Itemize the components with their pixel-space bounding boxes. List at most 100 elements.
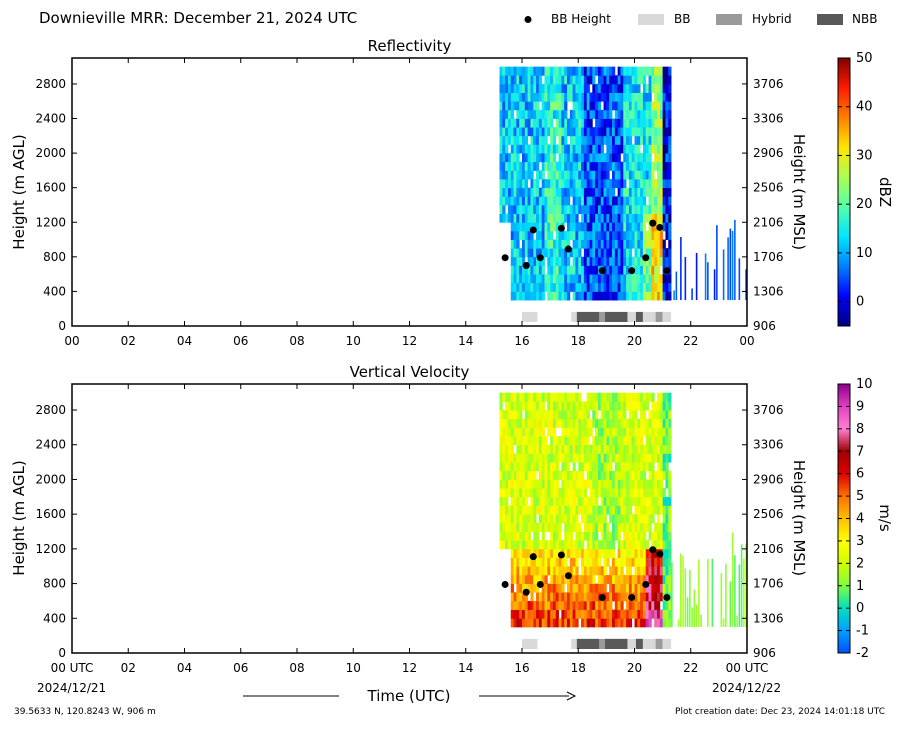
reflectivity-field-streak bbox=[695, 252, 698, 301]
velocity-field-cell bbox=[513, 566, 517, 576]
velocity-field-cell bbox=[648, 470, 652, 480]
velocity-colorbar-tick-label: 6 bbox=[856, 467, 864, 482]
reflectivity-field-cell bbox=[668, 144, 672, 154]
reflectivity-field-cell bbox=[510, 282, 514, 292]
reflectivity-field-cell bbox=[544, 282, 548, 292]
reflectivity-field-cell bbox=[589, 179, 593, 189]
reflectivity-field-cell bbox=[648, 222, 652, 232]
velocity-field-cell bbox=[603, 618, 607, 628]
reflectivity-field-cell bbox=[524, 135, 529, 145]
velocity-field-cell bbox=[651, 470, 655, 480]
velocity-field-cell bbox=[665, 453, 669, 463]
reflectivity-field-cell bbox=[592, 75, 596, 85]
reflectivity-field-cell bbox=[510, 66, 514, 76]
reflectivity-field-cell bbox=[586, 230, 590, 240]
velocity-field-cell bbox=[550, 531, 554, 541]
velocity-field-cell bbox=[659, 566, 664, 576]
reflectivity-field-cell bbox=[510, 92, 514, 102]
velocity-field-cell bbox=[522, 462, 526, 472]
velocity-field-cell bbox=[614, 505, 619, 515]
velocity-field-cell bbox=[614, 479, 619, 489]
velocity-field-cell bbox=[569, 453, 574, 463]
reflectivity-field-cell bbox=[592, 230, 596, 240]
velocity-field-cell bbox=[592, 574, 596, 584]
velocity-field-cell bbox=[507, 514, 512, 524]
velocity-field-cell bbox=[569, 531, 574, 541]
reflectivity-field-cell bbox=[510, 204, 514, 215]
reflectivity-field-cell bbox=[617, 291, 621, 301]
velocity-field-cell bbox=[614, 566, 619, 576]
velocity-field-cell bbox=[538, 410, 543, 420]
velocity-field-cell bbox=[640, 418, 644, 428]
velocity-field-cell bbox=[499, 392, 503, 402]
velocity-field-cell bbox=[597, 514, 602, 524]
velocity-field-cell bbox=[592, 418, 596, 428]
velocity-field-cell bbox=[524, 444, 529, 454]
velocity-field-cell bbox=[609, 618, 613, 628]
reflectivity-field-cell bbox=[609, 83, 613, 93]
velocity-field-cell bbox=[592, 618, 596, 628]
velocity-field-cell bbox=[612, 566, 616, 576]
velocity-field-cell bbox=[631, 462, 635, 472]
reflectivity-field-cell bbox=[552, 127, 557, 137]
velocity-field-cell bbox=[662, 505, 666, 515]
reflectivity-field-cell bbox=[581, 213, 585, 223]
velocity-field-cell bbox=[606, 496, 610, 506]
reflectivity-field-cell bbox=[544, 187, 548, 197]
reflectivity-y-tick-label: 2800 bbox=[35, 77, 66, 91]
velocity-field-cell bbox=[665, 444, 669, 454]
reflectivity-field-cell bbox=[634, 179, 638, 189]
velocity-field-cell bbox=[581, 453, 585, 463]
velocity-field-cell bbox=[623, 392, 627, 402]
velocity-field-cell bbox=[654, 470, 658, 480]
reflectivity-field-cell bbox=[538, 230, 543, 240]
reflectivity-field-cell bbox=[516, 274, 520, 284]
reflectivity-field-cell bbox=[533, 118, 537, 128]
reflectivity-y2-tick-label: 2506 bbox=[753, 181, 784, 195]
reflectivity-field-cell bbox=[592, 213, 596, 223]
velocity-field-cell bbox=[668, 453, 672, 463]
velocity-y2-tick-label: 3706 bbox=[753, 403, 784, 417]
velocity-field-cell bbox=[533, 470, 537, 480]
velocity-field-cell bbox=[547, 540, 551, 550]
reflectivity-field-cell bbox=[513, 170, 517, 180]
reflectivity-field-cell bbox=[507, 109, 512, 119]
reflectivity-field-cell bbox=[634, 291, 638, 301]
velocity-field-cell bbox=[522, 618, 526, 628]
velocity-field-cell bbox=[659, 574, 664, 584]
velocity-field-cell bbox=[513, 540, 517, 550]
velocity-field-cell bbox=[626, 444, 630, 454]
velocity-field-cell bbox=[547, 401, 551, 411]
reflectivity-field-cell bbox=[547, 101, 551, 111]
reflectivity-field-cell bbox=[536, 230, 540, 240]
velocity-field-cell bbox=[547, 496, 551, 506]
velocity-field-cell bbox=[524, 609, 529, 619]
reflectivity-field-cell bbox=[507, 204, 512, 215]
reflectivity-field-cell bbox=[609, 92, 613, 102]
reflectivity-field-cell bbox=[522, 127, 526, 137]
velocity-field-cell bbox=[586, 392, 590, 402]
reflectivity-field-cell bbox=[530, 66, 534, 76]
velocity-x-tick-label: 06 bbox=[233, 661, 248, 675]
reflectivity-field-cell bbox=[609, 222, 613, 232]
velocity-field-cell bbox=[519, 618, 523, 628]
velocity-field-cell bbox=[581, 427, 585, 437]
reflectivity-field-cell bbox=[522, 222, 526, 232]
reflectivity-field-cell bbox=[654, 239, 658, 249]
legend-bb-label: BB bbox=[674, 12, 690, 26]
velocity-field-cell bbox=[657, 600, 661, 611]
velocity-y2-label: Height (m MSL) bbox=[790, 460, 808, 576]
velocity-field-cell bbox=[637, 427, 641, 437]
velocity-field-cell bbox=[634, 600, 638, 611]
reflectivity-field-cell bbox=[595, 66, 599, 76]
reflectivity-field-cell bbox=[651, 144, 655, 154]
reflectivity-field-cell bbox=[637, 222, 641, 232]
reflectivity-field-cell bbox=[522, 291, 526, 301]
velocity-field-cell bbox=[536, 522, 540, 532]
velocity-field-cell bbox=[567, 583, 571, 593]
reflectivity-field-cell bbox=[620, 213, 624, 223]
reflectivity-field-cell bbox=[654, 83, 658, 93]
reflectivity-field-cell bbox=[533, 265, 537, 275]
reflectivity-field-cell bbox=[651, 274, 655, 284]
reflectivity-field-cell bbox=[657, 213, 661, 223]
